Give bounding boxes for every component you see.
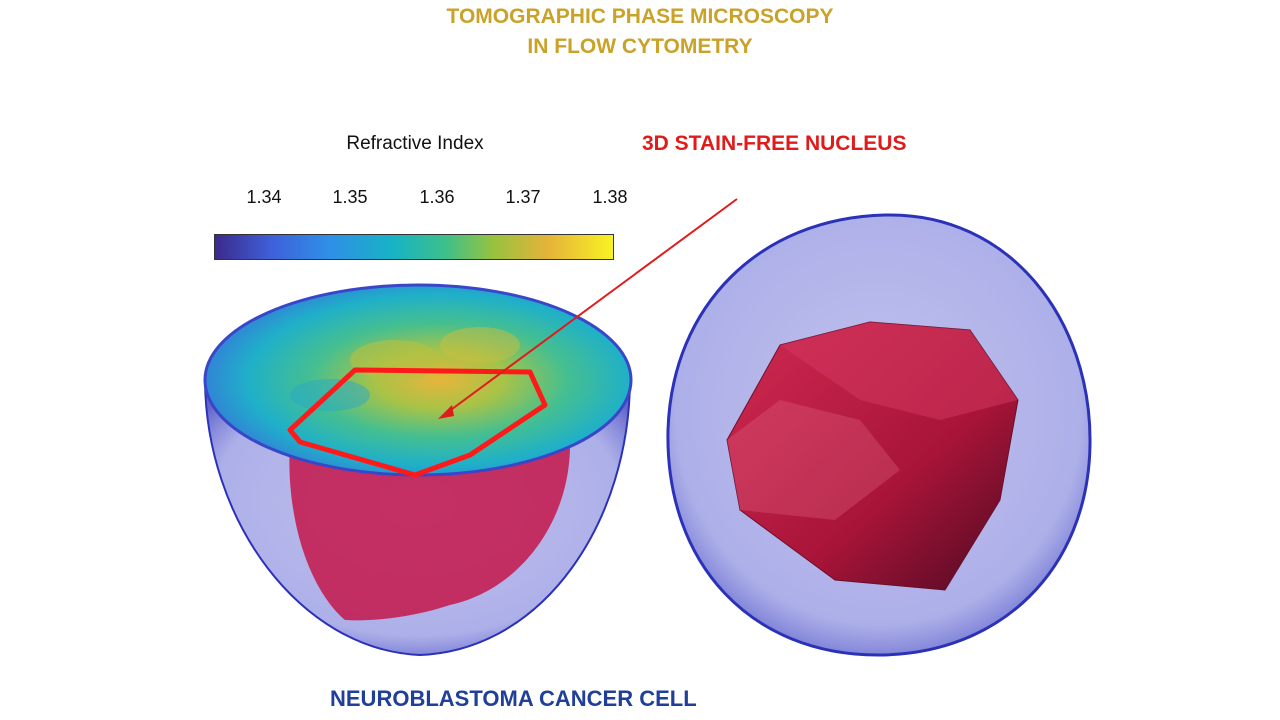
nucleus-section-outline (287, 367, 548, 478)
colorbar-title: Refractive Index (346, 133, 484, 154)
colorbar-tick: 1.35 (332, 187, 368, 207)
title-line-1: TOMOGRAPHIC PHASE MICROSCOPY (446, 5, 834, 28)
colorbar-tick: 1.34 (246, 187, 282, 207)
annotation-arrow (438, 198, 738, 419)
refractive-index-colorbar (214, 234, 614, 260)
page-title: TOMOGRAPHIC PHASE MICROSCOPY IN FLOW CYT… (0, 2, 1280, 62)
cell-type-caption: NEUROBLASTOMA CANCER CELL (330, 686, 697, 711)
colorbar-tick: 1.38 (592, 187, 628, 207)
colorbar-tick: 1.37 (505, 187, 541, 207)
nucleus-annotation-label: 3D STAIN-FREE NUCLEUS (642, 132, 907, 155)
whole-cell-render (666, 213, 1092, 657)
colorbar-tick: 1.36 (419, 187, 455, 207)
hemisphere-cell-cutaway (203, 283, 633, 657)
title-line-2: IN FLOW CYTOMETRY (527, 35, 753, 58)
